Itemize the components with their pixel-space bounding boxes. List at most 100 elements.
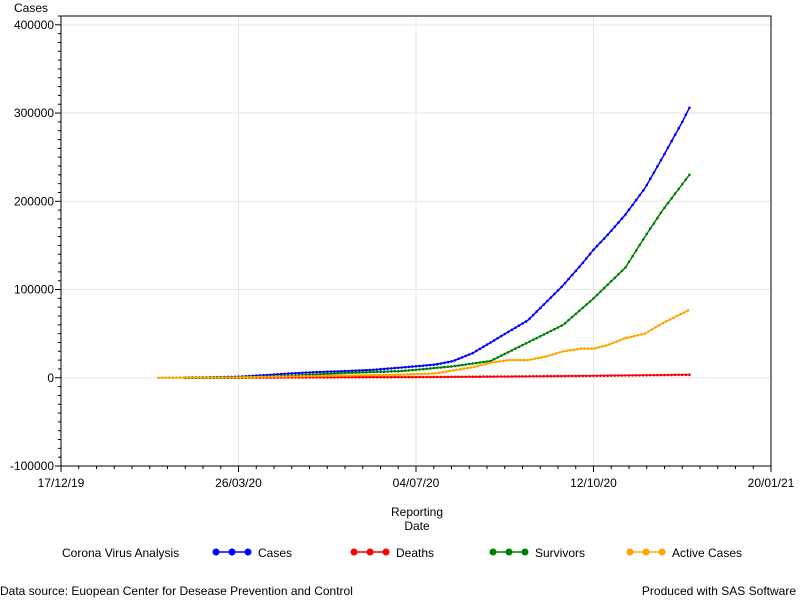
deaths-point — [475, 375, 478, 379]
deaths-point — [539, 375, 542, 378]
survivors-point — [457, 364, 460, 367]
deaths-point — [610, 374, 613, 377]
active-cases-point — [253, 375, 256, 379]
legend-marker — [212, 548, 220, 556]
active-cases-point — [679, 312, 682, 316]
survivors-point — [673, 192, 677, 195]
survivors-point — [688, 173, 691, 177]
survivors-point — [397, 369, 400, 373]
cases-point — [606, 233, 609, 237]
cases-point — [681, 120, 684, 124]
series-cases — [184, 106, 691, 380]
legend: Corona Virus Analysis Cases Deaths Survivo… — [62, 546, 742, 560]
deaths-point — [478, 375, 482, 379]
active-cases-point — [608, 343, 611, 346]
deaths-point — [436, 375, 439, 379]
survivors-point — [592, 297, 595, 300]
survivors-point — [556, 326, 560, 329]
active-cases-point — [327, 374, 331, 378]
legend-title: Corona Virus Analysis — [62, 546, 179, 560]
deaths-point — [492, 375, 496, 378]
survivors-point — [350, 371, 354, 375]
survivors-point — [503, 352, 507, 356]
active-cases-point — [629, 335, 633, 339]
deaths-point — [549, 374, 553, 378]
legend-label: Survivors — [535, 546, 585, 560]
active-cases-point — [569, 348, 572, 352]
deaths-point — [638, 374, 641, 377]
cases-point — [663, 152, 666, 156]
deaths-point — [673, 373, 677, 377]
legend-label: Cases — [258, 546, 292, 560]
active-cases-point — [160, 376, 164, 380]
active-cases-point — [199, 376, 203, 379]
active-cases-point — [366, 373, 370, 377]
survivors-point — [407, 369, 411, 372]
cases-point — [627, 208, 631, 211]
active-cases-point — [416, 372, 420, 376]
deaths-point — [574, 374, 578, 378]
cases-point — [439, 362, 443, 365]
deaths-point — [606, 374, 609, 378]
legend-marker — [642, 548, 650, 556]
active-cases-point — [597, 346, 601, 349]
deaths-point — [521, 375, 524, 378]
survivors-point — [634, 249, 638, 252]
active-cases-point — [217, 376, 221, 379]
cases-point — [372, 368, 375, 372]
active-cases-point — [192, 376, 196, 379]
deaths-point — [333, 376, 336, 379]
active-cases-point — [299, 375, 302, 378]
cases-point — [510, 328, 514, 332]
survivors-point — [638, 243, 641, 247]
cases-point — [475, 349, 478, 353]
active-cases-point — [668, 318, 672, 321]
active-cases-point — [388, 373, 391, 377]
active-cases-point — [292, 375, 295, 378]
x-tick-label: 12/10/20 — [570, 476, 617, 490]
active-cases-point — [459, 367, 462, 371]
active-cases-point — [164, 376, 167, 380]
cases-point — [375, 368, 379, 371]
active-cases-point — [672, 316, 675, 320]
active-cases-point — [384, 373, 388, 377]
x-tick-label: 04/07/20 — [393, 476, 440, 490]
survivors-point — [510, 349, 514, 352]
survivors-point — [418, 368, 421, 371]
deaths-point — [446, 375, 450, 379]
active-cases-point — [437, 371, 441, 375]
survivors-point — [656, 216, 659, 220]
cases-point — [304, 371, 308, 374]
survivors-point — [375, 370, 379, 374]
survivors-point — [365, 370, 368, 374]
survivors-point — [631, 254, 634, 258]
cases-point — [446, 360, 450, 364]
legend-marker — [382, 548, 390, 556]
survivors-point — [610, 279, 613, 283]
survivors-point — [389, 370, 393, 373]
survivors-point — [311, 373, 315, 376]
cases-point — [326, 370, 329, 374]
survivors-point — [326, 372, 329, 376]
cases-point — [471, 351, 475, 355]
cases-point — [286, 372, 290, 375]
deaths-point — [677, 373, 680, 377]
active-cases-point — [480, 363, 484, 367]
active-cases-point — [523, 358, 526, 362]
active-cases-point — [221, 376, 224, 379]
cases-point — [478, 347, 482, 351]
survivors-point — [663, 206, 666, 210]
survivors-point — [542, 333, 546, 336]
active-cases-point — [370, 373, 373, 377]
survivors-point — [539, 335, 542, 338]
survivors-point — [446, 365, 450, 369]
survivors-point — [400, 369, 404, 373]
cases-point — [514, 326, 517, 330]
cases-point — [670, 139, 673, 143]
y-axis-label: Cases — [14, 1, 48, 15]
cases-point — [638, 194, 641, 197]
survivors-point — [588, 300, 592, 303]
active-cases-point — [572, 348, 576, 352]
cases-point — [656, 165, 659, 168]
